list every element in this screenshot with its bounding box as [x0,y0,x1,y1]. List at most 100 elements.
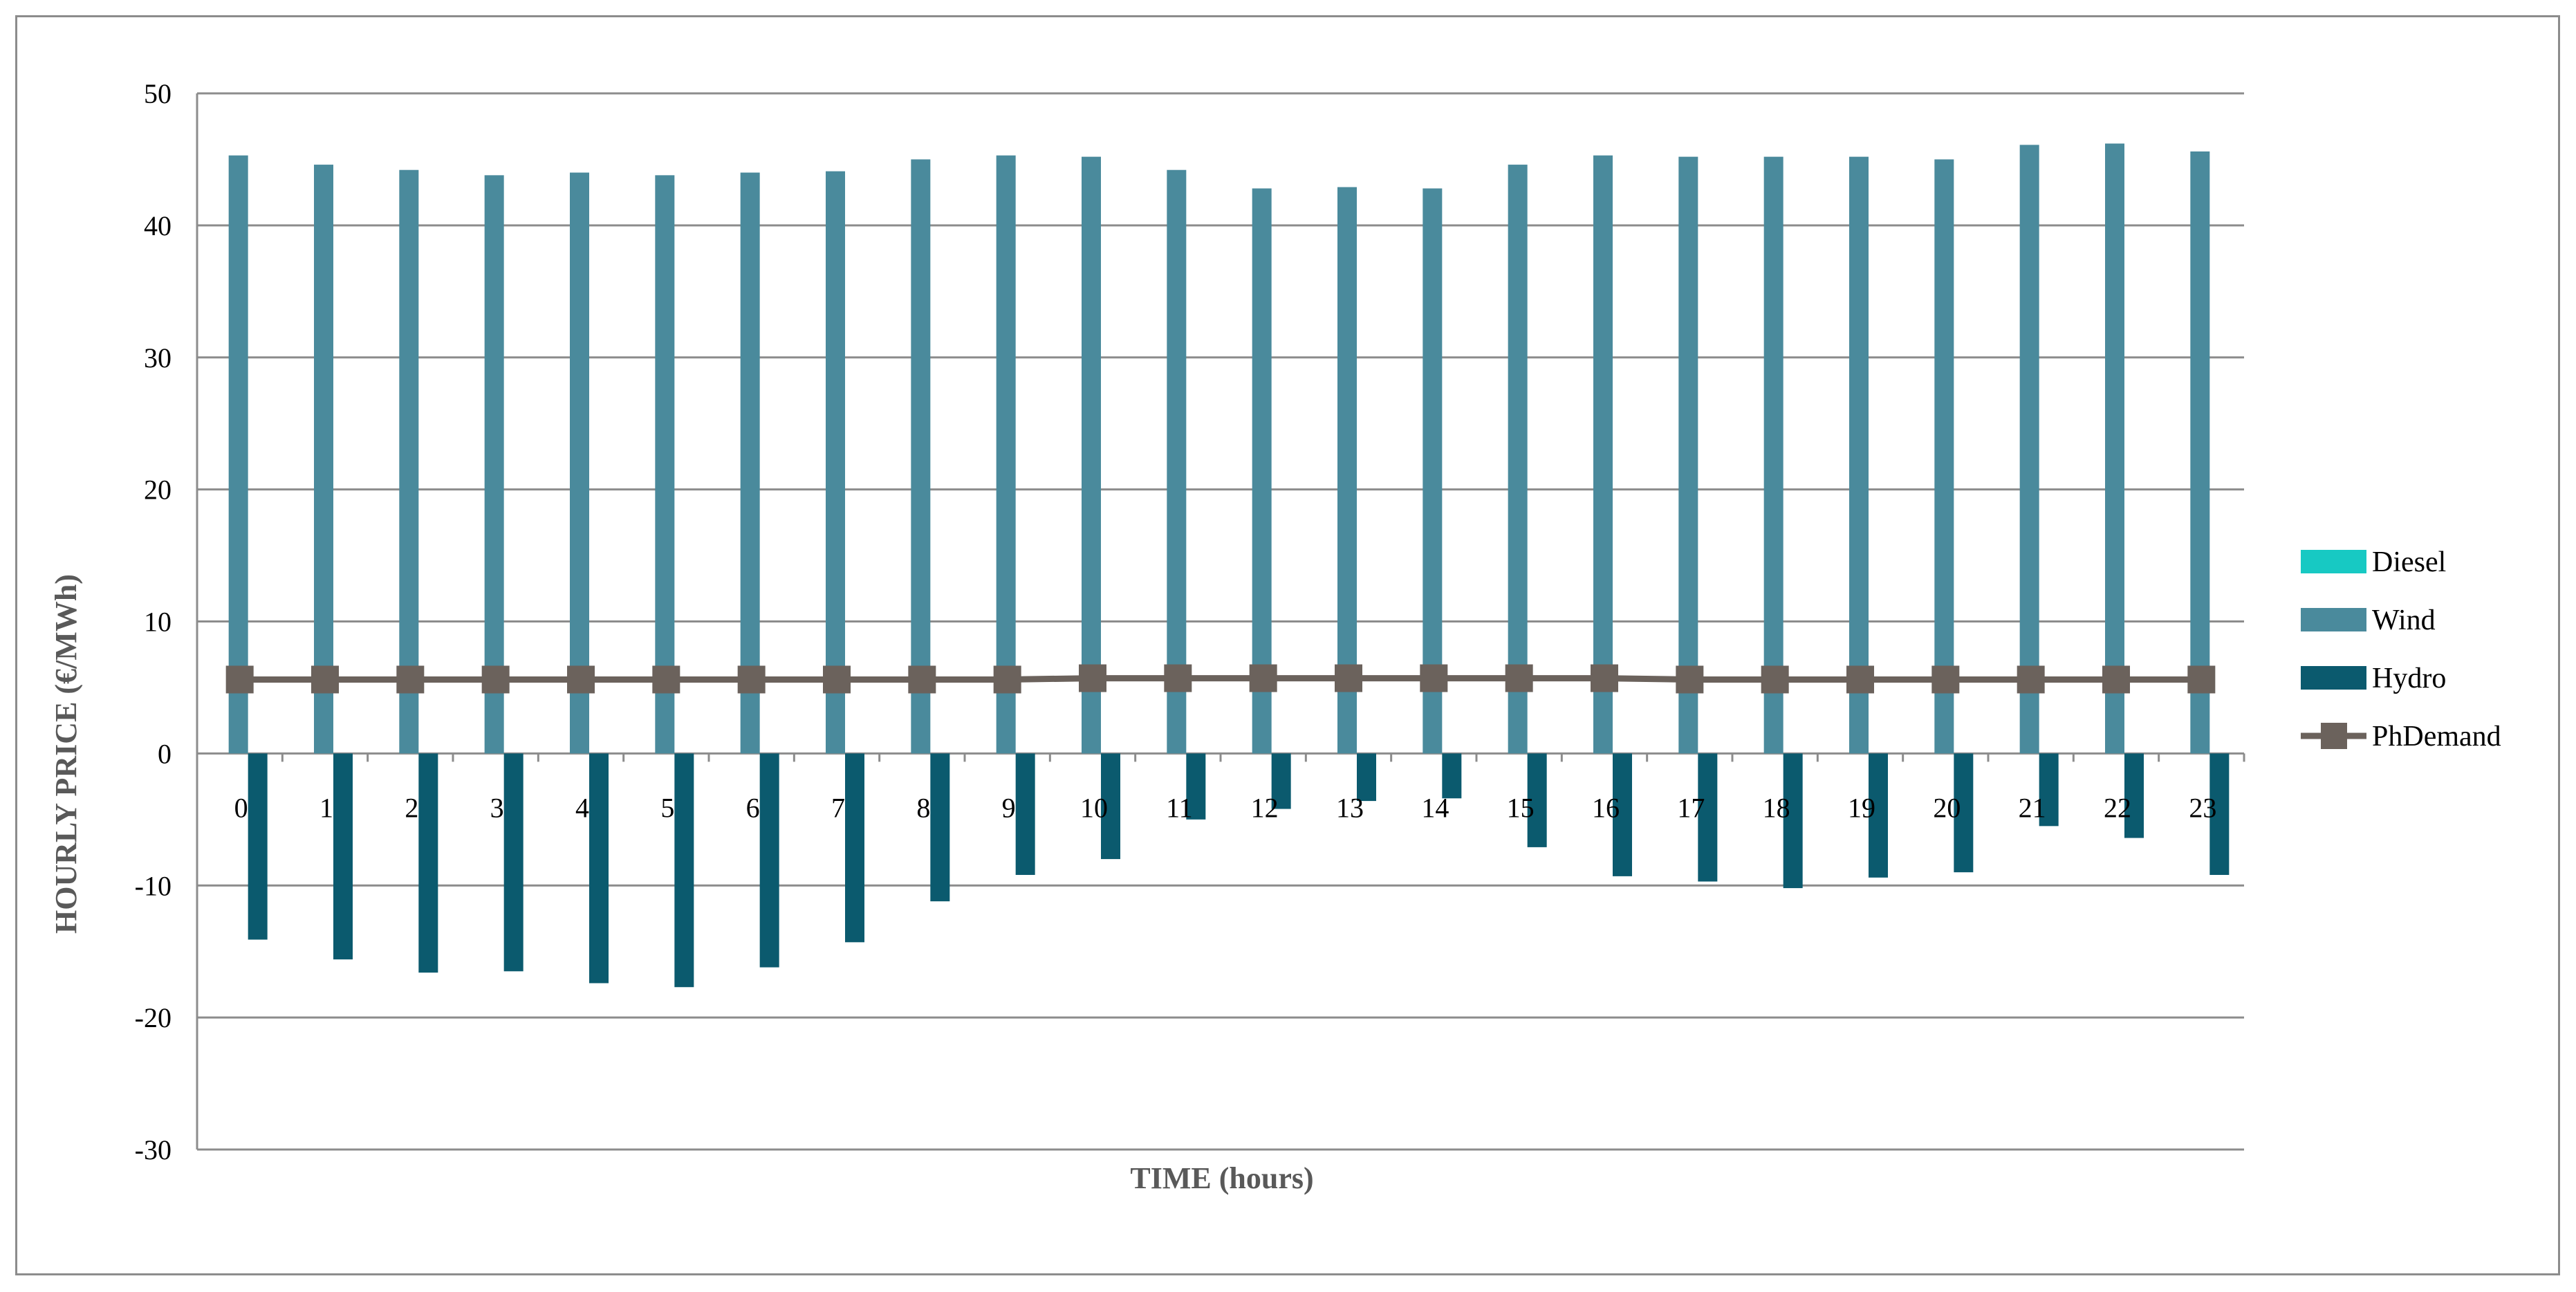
hydro-bar [2124,753,2144,838]
hydro-bar [845,753,864,943]
x-tick-label: 14 [1421,792,1449,823]
hydro-bar [1527,753,1547,847]
x-tick-label: 17 [1677,792,1705,823]
x-tick-label: 16 [1592,792,1620,823]
phdemand-marker [1335,664,1362,692]
x-tick-label: 9 [1002,792,1016,823]
hydro-bar [589,753,609,984]
phdemand-line [225,664,2216,694]
wind-bar [2105,143,2124,754]
phdemand-marker [1676,665,1704,694]
x-tick-label: 22 [2104,792,2131,823]
hydro-bar [759,753,779,968]
phdemand-marker [2187,665,2216,694]
phdemand-marker [652,665,680,694]
x-tick-label: 10 [1080,792,1108,823]
phdemand-marker [567,665,595,694]
wind-bar [1934,159,1954,754]
x-axis-ticks: 0 1 2 3 4 5 6 7 8 9 10 11 12 13 14 15 16 17 18 19 20 21 22 23 [234,792,2217,823]
hydro-bar [1101,753,1120,860]
hydro-bar [1357,753,1376,802]
x-tick-label: 8 [916,792,930,823]
x-tick-label: 18 [1763,792,1790,823]
wind-bar [1593,155,1613,754]
wind-bar [911,159,931,754]
wind-bar [996,155,1016,754]
x-tick-label: 20 [1933,792,1961,823]
y-axis-title: HOURLY PRICE (€/MWh) [49,574,83,934]
phdemand-marker [225,665,254,694]
y-tick-label: 20 [144,474,172,506]
hydro-bar [2039,753,2059,827]
x-tick-label: 13 [1336,792,1364,823]
x-tick-label: 11 [1166,792,1193,823]
x-tick-label: 21 [2019,792,2046,823]
legend-swatch-diesel [2301,550,2366,573]
x-tick-label: 7 [831,792,845,823]
legend-label-wind: Wind [2372,605,2436,636]
x-tick-label: 15 [1507,792,1535,823]
wind-bar [1252,188,1272,754]
legend-label-diesel: Diesel [2372,546,2446,578]
wind-bar [1082,156,1101,754]
phdemand-marker [2102,665,2130,694]
phdemand-marker [1164,664,1192,692]
x-tick-label: 6 [746,792,760,823]
wind-bar [1763,156,1783,754]
y-tick-label: -10 [135,870,172,901]
x-tick-label: 0 [234,792,248,823]
phdemand-marker [481,665,510,694]
hydro-bar [418,753,438,973]
hydro-bar [1015,753,1035,875]
phdemand-marker [993,665,1021,694]
x-tick-label: 2 [405,792,418,823]
hydro-bar [1698,753,1718,882]
y-axis-ticks: -30 -20 -10 0 10 20 30 40 50 [135,78,172,1165]
wind-bar [740,172,760,754]
phdemand-line-path [239,675,2202,683]
hydro-bar [1869,753,1888,878]
bars [228,143,2230,988]
hydro-bar [333,753,353,960]
hydro-bar [1442,753,1462,799]
wind-bar [314,165,333,754]
phdemand-marker [396,665,425,694]
phdemand-marker [1505,664,1533,692]
phdemand-marker [1846,665,1874,694]
hydro-bar [1783,753,1803,889]
y-tick-label: 10 [144,607,172,638]
x-tick-label: 12 [1251,792,1279,823]
phdemand-marker [1420,664,1448,692]
hydro-bar [2209,753,2230,875]
phdemand-marker [1249,664,1277,692]
wind-bar [1167,169,1187,754]
y-tick-label: 30 [144,342,172,373]
grid-lines [196,92,2245,1151]
y-tick-label: -30 [135,1134,172,1165]
y-tick-label: 40 [144,210,172,241]
wind-bar [826,171,845,754]
hydro-bar [1186,753,1206,820]
wind-bar [2190,151,2210,754]
phdemand-marker [2017,665,2045,694]
y-tick-label: 0 [158,738,172,769]
wind-bar [2019,145,2039,754]
phdemand-marker [1761,665,1789,694]
hydro-bar [674,753,694,988]
phdemand-marker [1591,664,1618,692]
phdemand-marker [1931,665,1960,694]
hydro-bar [1613,753,1632,876]
wind-bar [1678,156,1698,754]
x-tick-label: 4 [575,792,589,823]
hydro-bar [1954,753,1974,873]
wind-bar [1423,188,1443,754]
phdemand-marker [908,665,936,694]
hydro-bar [1271,753,1291,809]
legend-label-phdemand: PhDemand [2372,721,2501,753]
phdemand-marker [311,665,339,694]
legend-marker-phdemand [2321,723,2347,749]
y-tick-label: -20 [135,1002,172,1033]
phdemand-marker [737,665,766,694]
x-tick-label: 5 [660,792,674,823]
